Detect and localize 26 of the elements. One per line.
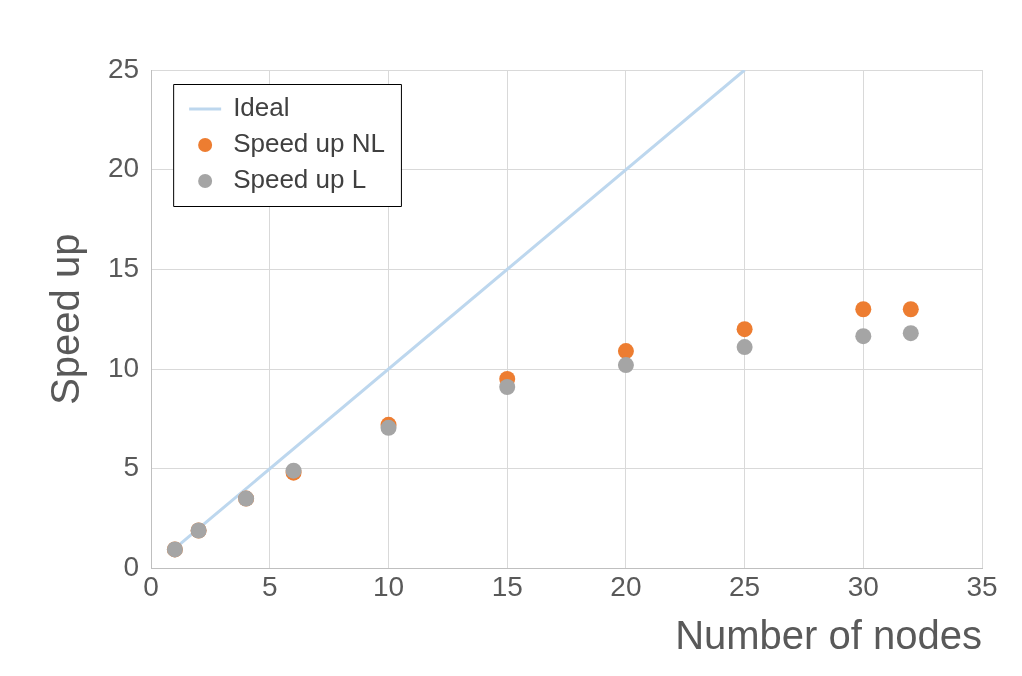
- y-tick-label: 20: [107, 152, 140, 184]
- y-axis-title: Speed up: [43, 233, 88, 405]
- point: [617, 343, 634, 360]
- point: [736, 339, 753, 356]
- x-axis-title: Number of nodes: [675, 613, 982, 658]
- point: [617, 357, 634, 374]
- legend-label: Speed up NL: [233, 128, 385, 159]
- y-tick-label: 5: [123, 451, 140, 483]
- point: [855, 328, 872, 345]
- point: [855, 301, 872, 318]
- y-tick-label: 10: [107, 351, 140, 383]
- point: [499, 378, 516, 395]
- x-tick-label: 35: [966, 570, 998, 602]
- x-tick-label: 20: [610, 570, 642, 602]
- x-tick-label: 15: [491, 570, 523, 602]
- x-tick-label: 5: [262, 570, 278, 602]
- x-tick-label: 30: [847, 570, 879, 602]
- legend-label: Ideal: [233, 92, 290, 123]
- x-tick-label: 25: [729, 570, 761, 602]
- point: [902, 301, 919, 318]
- point: [736, 321, 753, 338]
- y-tick-label: 25: [107, 52, 140, 84]
- legend-label: Speed up L: [233, 164, 367, 195]
- x-tick-label: 10: [372, 570, 405, 602]
- y-tick-label: 15: [107, 252, 140, 284]
- point: [902, 325, 919, 342]
